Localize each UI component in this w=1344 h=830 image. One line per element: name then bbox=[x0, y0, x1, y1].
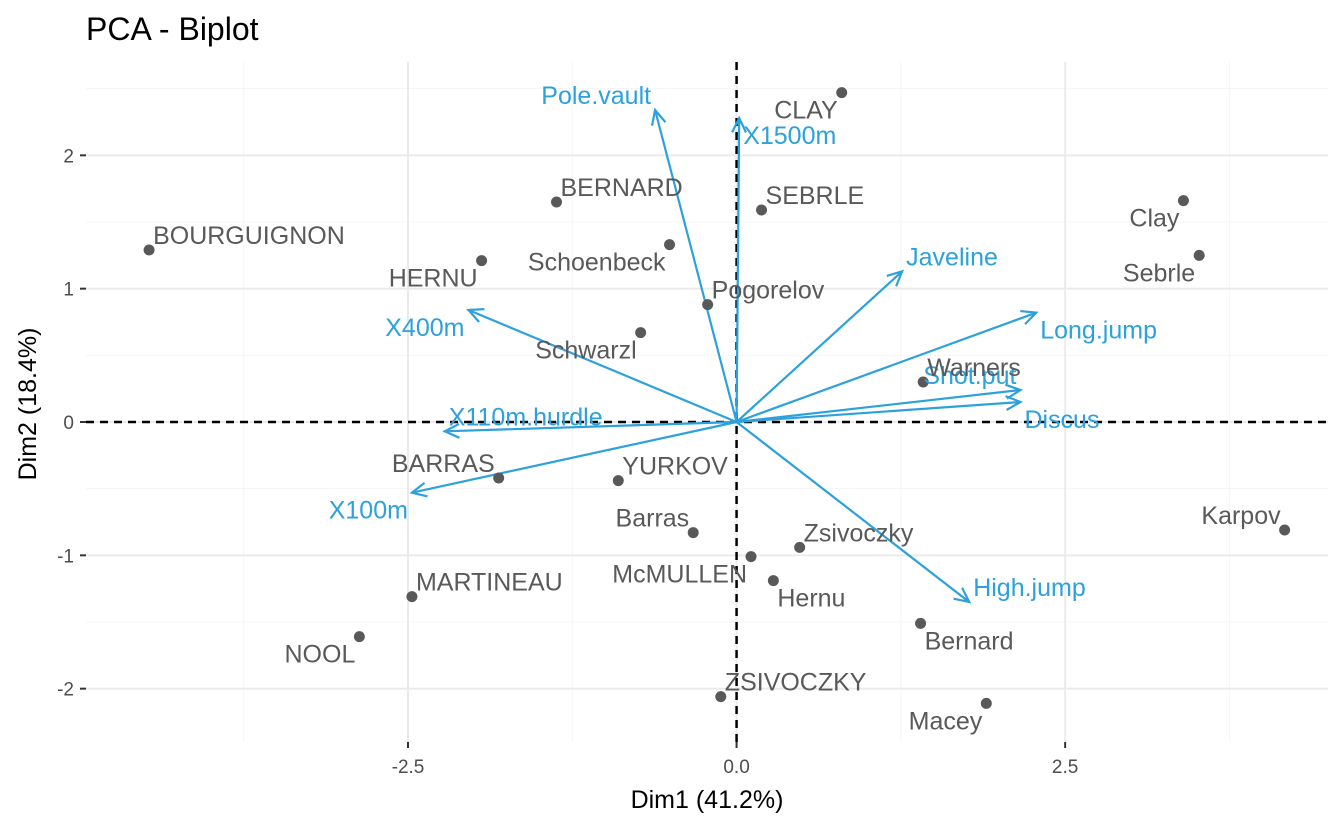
individual-point bbox=[836, 87, 848, 99]
individual-point bbox=[794, 541, 806, 553]
individual-label: HERNU bbox=[389, 265, 478, 293]
individual-label: BOURGUIGNON bbox=[153, 222, 345, 250]
individual-point bbox=[756, 204, 768, 216]
variable-arrow bbox=[736, 388, 1021, 424]
individual-points bbox=[143, 87, 1291, 709]
individual-point bbox=[687, 527, 699, 539]
variable-label: Javeline bbox=[906, 243, 998, 271]
x-tick-label: -2.5 bbox=[392, 757, 425, 778]
individual-label: CLAY bbox=[774, 97, 838, 125]
individual-point bbox=[715, 691, 727, 703]
variable-arrows bbox=[409, 107, 1039, 604]
variable-label: X100m bbox=[329, 497, 408, 525]
variable-label: Shot.put bbox=[923, 362, 1016, 390]
individual-label: Bernard bbox=[925, 627, 1014, 655]
individual-label: Hernu bbox=[777, 585, 845, 613]
individual-point bbox=[1193, 249, 1205, 261]
individual-label: ZSIVOCZKY bbox=[725, 669, 867, 697]
variable-label: High.jump bbox=[973, 574, 1086, 602]
variable-arrow bbox=[411, 420, 737, 494]
individual-point bbox=[476, 255, 488, 267]
individual-label: Barras bbox=[616, 505, 690, 533]
variable-arrowhead bbox=[650, 107, 667, 126]
y-tick-label: -2 bbox=[57, 680, 74, 701]
individual-label: BERNARD bbox=[561, 174, 683, 202]
variable-arrow bbox=[735, 270, 903, 423]
individual-point bbox=[1177, 195, 1189, 207]
individual-point bbox=[745, 551, 757, 563]
variable-arrowhead bbox=[409, 481, 428, 498]
variable-arrowhead bbox=[731, 115, 748, 133]
individual-label: NOOL bbox=[285, 641, 356, 669]
variable-label: X110m.hurdle bbox=[449, 403, 603, 431]
individual-point bbox=[612, 475, 624, 487]
individual-point bbox=[915, 617, 927, 629]
chart-title: PCA - Biplot bbox=[86, 11, 259, 47]
variable-arrow bbox=[735, 117, 741, 423]
y-axis-ticks: -2 -1 0 1 2 bbox=[57, 146, 86, 701]
y-tick-label: 0 bbox=[63, 413, 74, 434]
individual-point bbox=[1279, 524, 1291, 536]
y-axis-title: Dim2 (18.4%) bbox=[14, 328, 42, 481]
variable-label: X400m bbox=[385, 314, 464, 342]
plot-grid bbox=[86, 62, 1328, 742]
individual-point bbox=[980, 697, 992, 709]
individual-point bbox=[917, 376, 929, 388]
individual-label: Schwarzl bbox=[535, 337, 636, 365]
individual-label: SEBRLE bbox=[766, 182, 865, 210]
individual-point bbox=[664, 239, 676, 251]
reference-lines bbox=[86, 62, 1328, 742]
x-tick-label: 0.0 bbox=[723, 757, 749, 778]
individual-label: Pogorelov bbox=[712, 277, 825, 305]
variable-arrowhead bbox=[1020, 309, 1039, 325]
variable-arrow bbox=[736, 400, 1021, 424]
individual-label: YURKOV bbox=[622, 453, 728, 481]
variable-label: X1500m bbox=[743, 122, 836, 150]
individual-label: Sebrle bbox=[1123, 259, 1195, 287]
variable-arrowhead bbox=[886, 269, 905, 287]
individual-label: BARRAS bbox=[392, 450, 495, 478]
variable-label: Long.jump bbox=[1040, 317, 1157, 345]
variable-arrowhead bbox=[466, 308, 485, 323]
variable-arrowhead bbox=[1004, 383, 1023, 400]
x-axis-ticks: -2.5 0.0 2.5 bbox=[392, 742, 1078, 778]
individual-point bbox=[493, 472, 505, 484]
variable-arrow bbox=[654, 109, 738, 423]
variable-arrow bbox=[444, 420, 737, 433]
variable-arrow bbox=[468, 308, 737, 424]
variable-label: Pole.vault bbox=[541, 82, 651, 110]
variable-label: Discus bbox=[1024, 406, 1099, 434]
y-tick-label: -1 bbox=[57, 546, 74, 567]
point-labels: Pole.vault X1500m Javeline Long.jump Shot.pu… bbox=[153, 82, 1281, 735]
individual-label: Karpov bbox=[1201, 502, 1281, 530]
individual-point bbox=[353, 631, 365, 643]
variable-arrowhead bbox=[953, 587, 972, 604]
individual-label: MARTINEAU bbox=[416, 569, 563, 597]
individual-label: Schoenbeck bbox=[528, 249, 666, 277]
individual-point bbox=[143, 244, 155, 256]
individual-point bbox=[406, 591, 418, 603]
individual-label: McMULLEN bbox=[612, 561, 747, 589]
individual-point bbox=[635, 327, 647, 339]
y-tick-label: 2 bbox=[63, 146, 74, 167]
x-axis-title: Dim1 (41.2%) bbox=[631, 786, 784, 814]
individual-label: Warners bbox=[927, 354, 1021, 382]
x-tick-label: 2.5 bbox=[1052, 757, 1078, 778]
individual-label: Clay bbox=[1129, 205, 1180, 233]
individual-point bbox=[767, 575, 779, 587]
individual-label: Macey bbox=[909, 707, 983, 735]
individual-point bbox=[551, 196, 563, 208]
variable-arrow bbox=[736, 311, 1037, 424]
variable-arrow bbox=[735, 421, 970, 603]
variable-arrowhead bbox=[1005, 395, 1023, 411]
variable-arrowhead bbox=[442, 422, 460, 439]
individual-label: Zsivoczky bbox=[804, 519, 914, 547]
individual-point bbox=[702, 299, 714, 311]
y-tick-label: 1 bbox=[63, 280, 74, 301]
